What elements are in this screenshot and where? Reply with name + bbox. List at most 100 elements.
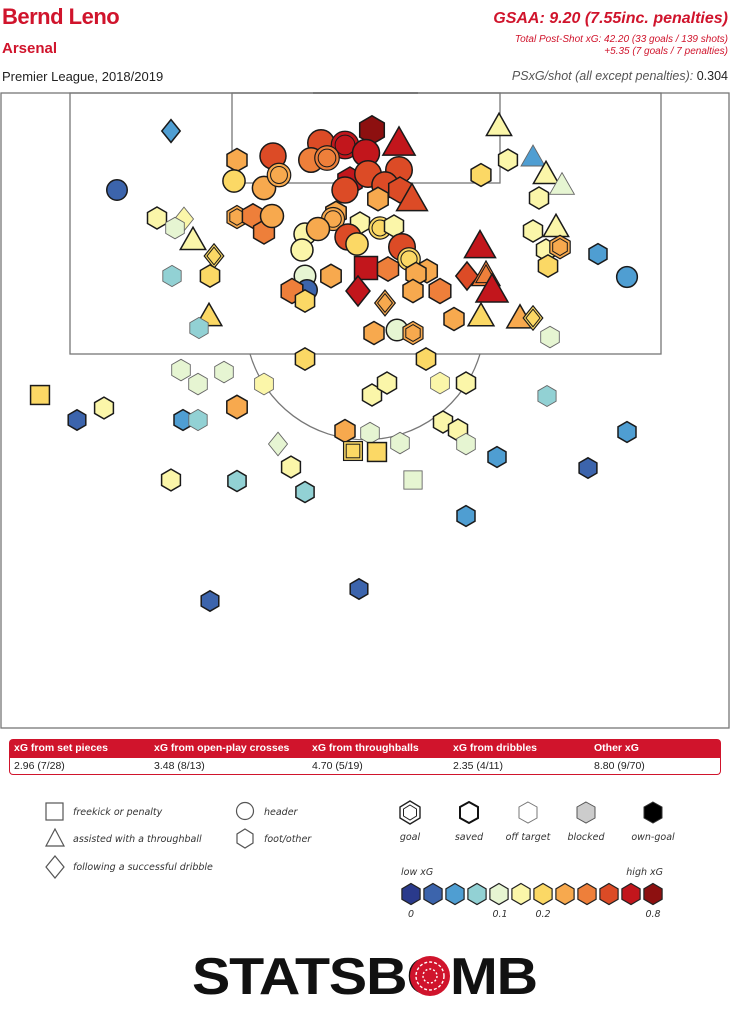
scale-swatch — [445, 882, 465, 906]
shot-marker — [320, 263, 342, 289]
shot-marker-goal-ring — [552, 237, 568, 257]
stat-label-crosses: xG from open-play crosses — [154, 742, 290, 754]
scale-swatch — [401, 882, 421, 906]
goal-outcome-icon — [399, 800, 421, 825]
shot-marker — [280, 455, 302, 479]
shot-marker — [366, 441, 388, 463]
scale-swatch — [467, 882, 487, 906]
shot-marker — [67, 408, 87, 432]
shot-marker — [455, 371, 477, 395]
shot-marker — [106, 179, 128, 201]
shot-marker — [578, 456, 598, 480]
shot-marker — [171, 358, 191, 382]
scale-swatch — [643, 882, 663, 906]
shot-marker — [199, 264, 221, 288]
shot-marker — [160, 468, 182, 492]
legend-own-goal-label: own-goal — [631, 832, 675, 843]
shot-marker — [487, 445, 507, 469]
shot-marker — [415, 347, 437, 371]
psxg-per-shot-label: PSxG/shot (all except penalties): — [511, 69, 694, 83]
scale-swatch — [423, 882, 443, 906]
shot-marker — [345, 274, 371, 308]
scale-swatch — [511, 882, 531, 906]
shot-marker — [342, 440, 364, 462]
shot-markers — [29, 111, 639, 613]
shot-marker — [373, 289, 397, 317]
square-icon — [45, 802, 64, 821]
stat-value-other: 8.80 (9/70) — [594, 760, 645, 772]
goal-line-goal — [313, 92, 418, 94]
shot-marker — [617, 420, 637, 444]
total-psxg: Total Post-Shot xG: 42.20 (33 goals / 13… — [514, 34, 728, 45]
shot-marker — [227, 469, 247, 493]
shot-marker — [294, 289, 316, 313]
stat-value-crosses: 3.48 (8/13) — [154, 760, 205, 772]
shot-marker-goal-ring — [345, 443, 361, 459]
shot-marker — [188, 372, 208, 396]
shot-marker — [615, 265, 639, 289]
xg-breakdown-values — [9, 758, 721, 775]
shot-marker — [395, 182, 429, 212]
blocked-outcome-icon — [576, 801, 596, 824]
legend-circle-label: header — [264, 807, 299, 818]
psxg-per-shot: PSxG/shot (all except penalties): 0.304 — [512, 69, 728, 83]
shot-marker — [267, 431, 289, 457]
shot-marker — [454, 260, 480, 292]
legend-goal-label: goal — [400, 832, 421, 843]
shot-marker — [376, 371, 398, 395]
statsbomb-target-icon — [410, 956, 450, 996]
shot-marker — [537, 384, 557, 408]
legend-square-label: freekick or penalty — [73, 807, 163, 818]
shot-marker — [381, 125, 417, 156]
legend-hexagon-label: foot/other — [264, 834, 312, 845]
shot-marker — [29, 384, 51, 406]
statsbomb-wordmark: STATSBOMB — [192, 950, 537, 1000]
shot-marker-goal-ring — [270, 166, 288, 184]
shot-marker — [189, 316, 209, 340]
diamond-icon — [45, 855, 65, 879]
shot-marker — [485, 111, 513, 137]
shot-marker — [537, 254, 559, 278]
shot-marker-goal-ring — [206, 246, 222, 266]
shot-marker — [160, 118, 182, 144]
legend-off-target-label: off target — [506, 832, 552, 843]
team-name: Arsenal — [2, 40, 58, 57]
scale-swatch — [621, 882, 641, 906]
shot-marker-goal-ring — [475, 263, 497, 284]
shot-marker — [540, 325, 560, 349]
shot-marker — [294, 347, 316, 371]
shot-marker — [522, 304, 544, 332]
shot-marker — [146, 206, 168, 230]
shot-marker — [474, 272, 510, 303]
hexagon-icon — [236, 828, 254, 849]
shot-marker — [402, 278, 424, 304]
shot-marker — [226, 394, 248, 420]
shot-marker — [367, 186, 389, 212]
scale-swatch — [489, 882, 509, 906]
shot-marker-goal-ring — [376, 292, 394, 314]
shot-marker — [331, 176, 359, 204]
shot-marker — [200, 589, 220, 613]
shot-marker — [376, 256, 400, 282]
shot-marker — [588, 242, 608, 266]
shot-marker — [520, 144, 546, 167]
scale-high-label: high xG — [626, 867, 663, 878]
stat-label-set-pieces: xG from set pieces — [14, 742, 108, 754]
scale-low-label: low xG — [401, 867, 433, 878]
shot-marker — [403, 470, 423, 490]
scale-swatch — [555, 882, 575, 906]
shot-marker — [430, 371, 450, 395]
shot-marker — [226, 147, 248, 173]
shot-marker — [305, 216, 331, 242]
shot-marker-goal-ring — [405, 324, 421, 342]
legend-diamond-label: following a successful dribble — [73, 862, 213, 873]
shot-marker-goal-ring — [317, 148, 337, 168]
shot-marker — [443, 306, 465, 332]
psxg-per-shot-value: 0.304 — [696, 69, 728, 83]
legend: freekick or penalty assisted with a thro… — [45, 800, 675, 920]
shot-marker — [259, 203, 285, 229]
shot-marker — [334, 418, 356, 444]
triangle-icon — [45, 827, 65, 847]
scale-swatch — [599, 882, 619, 906]
shot-marker — [254, 372, 274, 396]
